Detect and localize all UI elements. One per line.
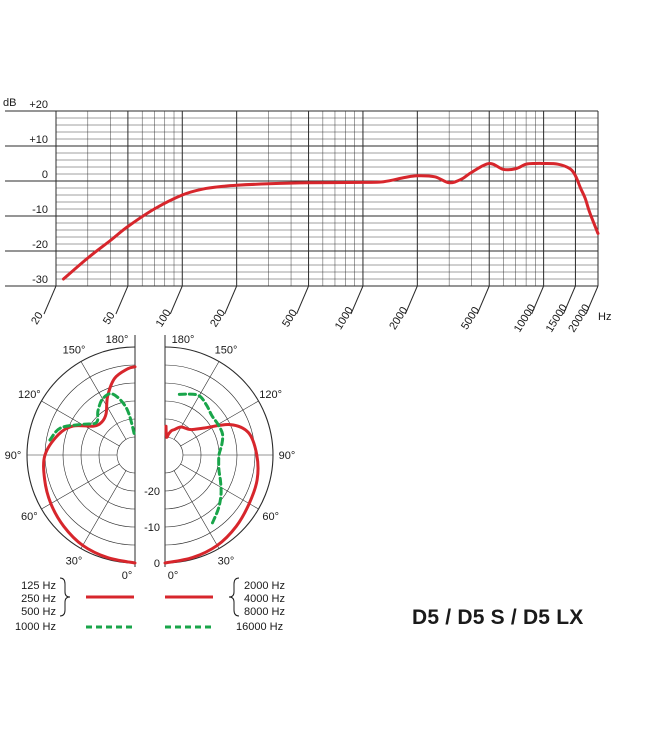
polar-radial-label: 0: [154, 558, 160, 570]
polar-angle-label: 180°: [172, 334, 195, 346]
legend-right-2000: 2000 Hz: [244, 580, 285, 592]
polar-left-solid-curve: [42, 365, 137, 565]
polar-radial-labels: 0 -10 -20: [144, 486, 160, 570]
fr-x-tick-label: 50: [101, 310, 118, 327]
polar-angle-label: 90°: [5, 450, 22, 462]
polar-radial-label: -10: [144, 522, 160, 534]
fr-grid: [5, 110, 599, 315]
polar-spoke: [173, 470, 220, 549]
fr-x-tick-label: 10000: [512, 302, 538, 334]
polar-spoke: [80, 361, 127, 440]
polar-angle-label: 0°: [168, 570, 179, 582]
legend-right-4000: 4000 Hz: [244, 593, 285, 605]
polar-angle-label: 30°: [218, 556, 235, 568]
fr-x-tick: [115, 285, 129, 315]
fr-x-tick-label: 2000: [387, 305, 410, 332]
polar-angle-label: 120°: [259, 389, 282, 401]
legend-right-8000: 8000 Hz: [244, 606, 285, 618]
polar-ring: [164, 436, 184, 474]
fr-y-tick-label: +10: [29, 134, 48, 146]
fr-x-tick-label: 15000: [544, 302, 570, 334]
fr-y-tick-label: +20: [29, 99, 48, 111]
legend-right-brace: [228, 577, 240, 617]
fr-x-tick-label: 200: [208, 307, 228, 329]
fr-x-tick: [404, 285, 418, 315]
polar-spoke: [180, 463, 259, 510]
polar-spoke: [41, 463, 120, 510]
polar-angle-labels: 0° 0° 30° 30° 60° 60° 90° 90° 120° 120° 150° 150° 18…: [5, 334, 296, 582]
fr-x-tick: [224, 285, 238, 315]
legend-left-250: 250 Hz: [21, 593, 56, 605]
fr-x-tick: [562, 285, 576, 315]
legend-left-brace: [59, 577, 71, 617]
legend-left-125: 125 Hz: [21, 580, 56, 592]
fr-x-tick-label: 100: [154, 307, 174, 329]
fr-x-tick: [169, 285, 183, 315]
fr-x-tick: [531, 285, 545, 315]
polar-angle-label: 30°: [66, 556, 83, 568]
polar-radial-label: -20: [144, 486, 160, 498]
polar-angle-label: 180°: [106, 334, 129, 346]
fr-x-tick: [585, 285, 599, 315]
legend-left-1000: 1000 Hz: [15, 621, 56, 633]
fr-x-tick-label: 20: [29, 310, 46, 327]
fr-x-tick-label: 500: [280, 307, 300, 329]
model-title: D5 / D5 S / D5 LX: [412, 606, 584, 629]
fr-xunit: Hz: [598, 311, 611, 323]
polar-angle-label: 60°: [262, 511, 279, 523]
polar-right-dashed-curve: [174, 392, 225, 525]
legend-left-500: 500 Hz: [21, 606, 56, 618]
polar-angle-label: 60°: [21, 511, 38, 523]
polar-angle-label: 120°: [18, 389, 41, 401]
frequency-legend: 125 Hz 250 Hz 500 Hz 1000 Hz 2000 Hz 400…: [15, 577, 285, 633]
polar-angle-label: 90°: [279, 450, 296, 462]
fr-x-tick: [350, 285, 364, 315]
fr-y-tick-label: 0: [42, 169, 48, 181]
polar-ring: [116, 436, 136, 474]
fr-y-tick-label: -10: [32, 204, 48, 216]
polar-pattern-chart: 0° 0° 30° 30° 60° 60° 90° 90° 120° 120° 150° 150° 18…: [5, 334, 296, 582]
fr-ylabel: dB: [3, 97, 16, 109]
fr-x-tick: [296, 285, 310, 315]
polar-spoke: [80, 470, 127, 549]
polar-angle-label: 150°: [215, 344, 238, 356]
fr-x-tick: [43, 285, 57, 315]
polar-right-solid-curve: [163, 422, 260, 565]
fr-x-tick-label: 1000: [333, 305, 356, 332]
fr-x-tick-label: 20000: [566, 302, 592, 334]
fr-x-tick-label: 5000: [459, 305, 482, 332]
fr-y-tick-label: -20: [32, 239, 48, 251]
polar-curves: [42, 365, 260, 565]
polar-grid: [26, 335, 274, 567]
polar-spoke: [180, 400, 259, 447]
fr-x-tick: [476, 285, 490, 315]
polar-angle-label: 0°: [122, 570, 133, 582]
fr-response-curve: [61, 161, 600, 281]
fr-y-tick-labels: +20 +10 0 -10 -20 -30: [29, 99, 48, 286]
polar-angle-label: 150°: [63, 344, 86, 356]
polar-left-dashed-curve: [48, 392, 137, 442]
frequency-response-chart: dB +20 +10 0 -10 -20 -30 20 50 100 200 500 1000 200…: [3, 97, 611, 335]
fr-y-tick-label: -30: [32, 274, 48, 286]
legend-right-16000: 16000 Hz: [236, 621, 283, 633]
